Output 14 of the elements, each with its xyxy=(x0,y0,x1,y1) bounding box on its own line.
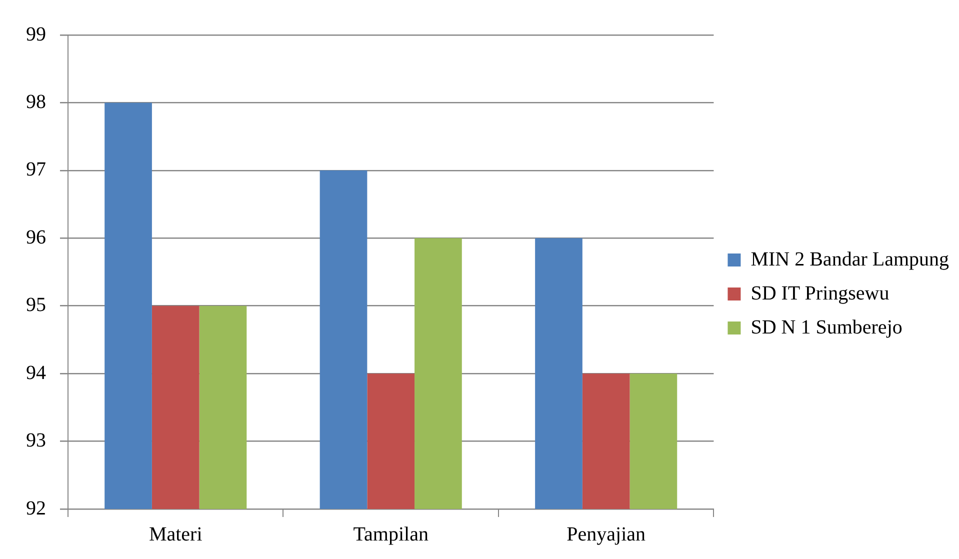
y-tick-label: 99 xyxy=(26,23,46,46)
legend-label: SD IT Pringsewu xyxy=(750,282,890,304)
y-tick-label: 95 xyxy=(26,294,46,316)
x-tick-label: Tampilan xyxy=(353,523,428,546)
y-tick-label: 94 xyxy=(26,362,46,384)
legend-label: MIN 2 Bandar Lampung xyxy=(750,248,950,270)
x-tick-label: Materi xyxy=(148,523,203,546)
y-tick-label: 97 xyxy=(26,158,46,181)
x-tick-label: Penyajian xyxy=(566,523,646,546)
y-tick-label: 92 xyxy=(26,497,46,520)
legend-label: SD N 1 Sumberejo xyxy=(750,316,902,338)
y-tick-label: 96 xyxy=(26,226,46,248)
y-tick-label: 98 xyxy=(26,90,46,113)
y-tick-label: 93 xyxy=(26,430,46,452)
